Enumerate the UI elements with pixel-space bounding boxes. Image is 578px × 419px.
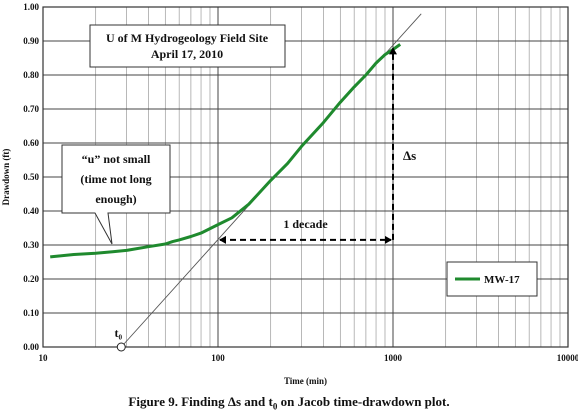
decade-label: 1 decade — [283, 217, 328, 231]
plot-frame — [42, 6, 569, 348]
site-title-line-2: April 17, 2010 — [151, 47, 223, 61]
y-tick-label: 0.10 — [23, 308, 39, 318]
x-tick-label: 1000 — [384, 353, 403, 363]
y-tick-label: 0.20 — [23, 274, 39, 284]
callout-line-1: “u” not small — [82, 152, 151, 166]
y-tick-label: 1.00 — [23, 2, 39, 12]
x-tick-label: 100 — [211, 353, 225, 363]
delta-s-label: Δs — [403, 148, 416, 163]
y-tick-label: 0.60 — [23, 138, 39, 148]
y-tick-label: 0.50 — [23, 172, 39, 182]
callout-line-2: (time not long — [80, 172, 151, 186]
figure-caption: Figure 9. Finding Δs and t0 on Jacob tim… — [0, 394, 578, 412]
callout-bubble — [61, 144, 171, 245]
x-axis-label: Time (min) — [284, 376, 327, 386]
site-title-box — [89, 24, 286, 68]
t0-marker — [116, 342, 126, 352]
y-tick-label: 0.00 — [23, 342, 39, 352]
caption-prefix: Figure 9. Finding Δs and t — [128, 394, 273, 409]
y-tick-label: 0.70 — [23, 104, 39, 114]
callout-line-3: enough) — [95, 192, 136, 206]
y-axis-label: Drawdown (ft) — [1, 149, 11, 206]
series-line-mw-17 — [50, 43, 402, 259]
y-tick-label: 0.80 — [23, 70, 39, 80]
y-tick-label: 0.90 — [23, 36, 39, 46]
site-title-line-1: U of M Hydrogeology Field Site — [106, 31, 269, 45]
x-tick-label: 10 — [39, 353, 49, 363]
x-tick-label: 10000 — [557, 353, 578, 363]
t0-label: t₀ — [114, 326, 122, 340]
caption-suffix: on Jacob time-drawdown plot. — [277, 394, 450, 409]
legend-label: MW-17 — [484, 274, 520, 286]
caption-subscript: 0 — [272, 401, 278, 412]
y-tick-label: 0.40 — [23, 206, 39, 216]
y-tick-label: 0.30 — [23, 240, 39, 250]
